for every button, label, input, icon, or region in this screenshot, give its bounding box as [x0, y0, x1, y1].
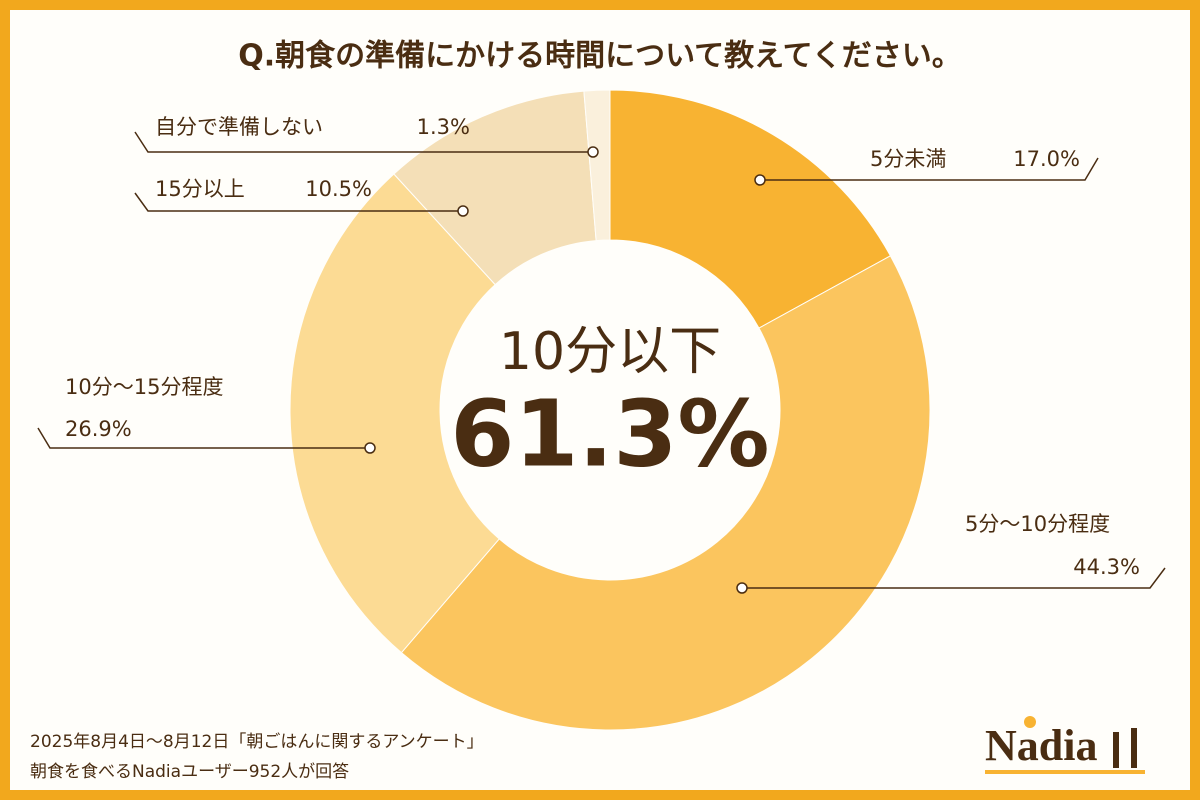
slice — [400, 255, 931, 731]
leader-dot — [754, 174, 766, 186]
slice — [609, 89, 892, 329]
slice — [289, 173, 500, 654]
category-label: 15分以上 — [155, 177, 245, 201]
donut — [289, 89, 931, 731]
category-label: 10分〜15分程度 — [65, 375, 223, 399]
value-label: 1.3% — [417, 115, 470, 139]
value-label: 44.3% — [1073, 555, 1140, 579]
center-caption: 10分以下 — [499, 322, 721, 382]
source-note: 朝食を食べるNadiaユーザー952人が回答 — [30, 762, 349, 782]
leader-line — [742, 567, 1166, 589]
leader-line — [760, 157, 1099, 181]
slice — [583, 89, 611, 242]
source-note: 2025年8月4日〜8月12日「朝ごはんに関するアンケート」 — [30, 732, 484, 752]
center-value: 61.3% — [450, 380, 769, 487]
logo-flower — [1024, 716, 1036, 728]
labels: 5分未満 17.0% 5分〜10分程度 44.3% 10分〜15分程度 26.9% 15分以… — [37, 115, 1166, 594]
logo: Nadia — [985, 716, 1145, 774]
category-label: 5分未満 — [870, 147, 946, 171]
leader-dot — [457, 205, 469, 217]
leader-line — [134, 131, 593, 153]
value-label: 17.0% — [1013, 147, 1080, 171]
leader-dot — [587, 146, 599, 158]
leader-line — [37, 427, 370, 449]
category-label: 自分で準備しない — [155, 115, 323, 139]
category-label: 5分〜10分程度 — [965, 512, 1110, 536]
leader-dot — [736, 582, 748, 594]
leader-line — [134, 192, 463, 212]
logo-underline — [985, 770, 1145, 774]
leader-dot — [364, 442, 376, 454]
chart-title: Q.朝食の準備にかける時間について教えてください。 — [238, 39, 962, 74]
value-label: 10.5% — [305, 177, 372, 201]
value-label: 26.9% — [65, 417, 132, 441]
logo-text: Nadia — [985, 721, 1097, 770]
